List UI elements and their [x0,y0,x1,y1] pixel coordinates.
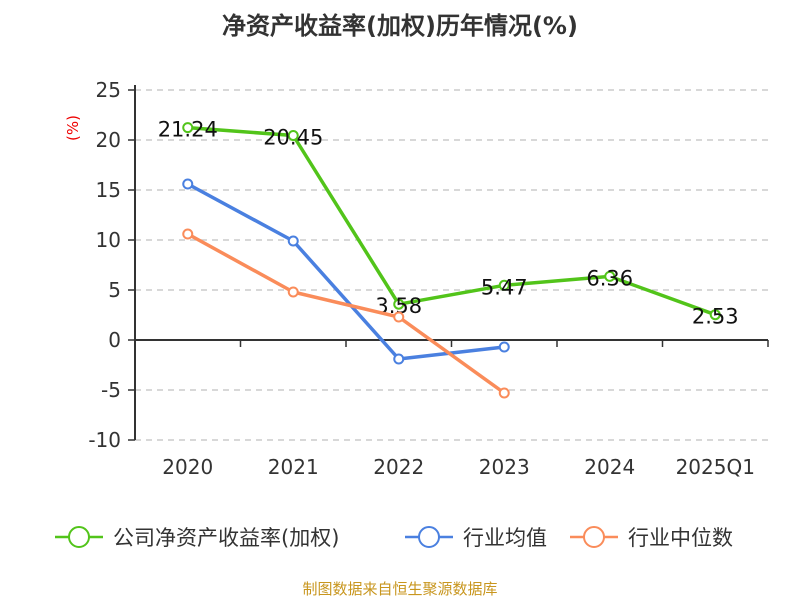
legend-label: 行业均值 [463,526,547,550]
y-tick-label: 10 [96,228,121,252]
data-label: 21.24 [158,118,218,142]
legend-marker [583,526,605,548]
series-line [186,182,505,361]
x-tick-label: 2024 [584,455,635,479]
x-tick-label: 2020 [162,455,213,479]
source-note: 制图数据来自恒生聚源数据库 [302,580,498,598]
y-tick-label: 5 [108,278,121,302]
data-point [287,286,299,298]
legend-marker [418,526,440,548]
data-point [182,228,194,240]
data-label: 20.45 [263,126,323,150]
data-point [393,298,405,310]
data-point [709,309,721,321]
data-point [287,235,299,247]
data-point [393,353,405,365]
data-point [498,341,510,353]
legend-label: 公司净资产收益率(加权) [113,526,339,550]
legend-label: 行业中位数 [628,526,733,550]
data-point [604,270,616,282]
y-tick-label: -5 [101,378,121,402]
y-tick-label: 20 [96,128,121,152]
series-line [187,125,716,317]
y-tick-label: 0 [108,328,121,352]
data-point [287,130,299,141]
x-tick-label: 2022 [373,455,424,479]
y-axis-label: (%) [64,115,82,141]
x-tick-label: 2025Q1 [676,455,755,479]
data-point [393,311,405,323]
x-tick-label: 2023 [479,455,530,479]
y-tick-label: -10 [88,428,121,452]
legend-marker [68,526,90,548]
data-point [498,279,510,291]
x-tick-label: 2021 [268,455,319,479]
data-point [182,122,194,134]
data-point [498,387,510,399]
data-label: 2.53 [692,305,739,329]
y-tick-label: 25 [96,78,121,102]
chart-title: 净资产收益率(加权)历年情况(%) [222,12,578,40]
data-point [182,178,194,190]
y-tick-label: 15 [96,178,121,202]
data-label: 6.36 [586,266,633,290]
series-line [186,232,506,395]
data-label: 5.47 [481,275,528,299]
